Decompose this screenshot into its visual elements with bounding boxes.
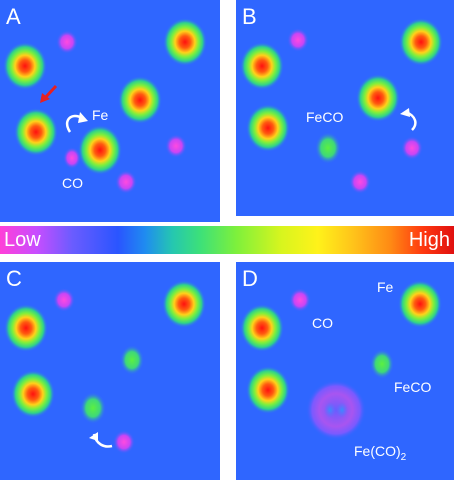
fe-atom <box>3 42 47 90</box>
co-molecule <box>63 147 81 169</box>
panel-a-image <box>0 0 220 222</box>
co-molecule <box>165 134 187 158</box>
panel-d-image <box>236 262 454 480</box>
feco2-label: Fe(CO)2 <box>354 444 406 463</box>
panel-c: C <box>0 262 220 480</box>
panel-c-image <box>0 262 220 480</box>
co-molecule <box>401 136 423 160</box>
co-molecule <box>289 288 311 312</box>
fe-atom <box>399 18 443 66</box>
fe-atom <box>246 366 290 414</box>
fe-atom <box>356 74 400 122</box>
feco2-center <box>336 402 348 418</box>
panel-letter: D <box>242 266 258 291</box>
co-label: CO <box>312 315 333 331</box>
feco-label: FeCO <box>394 379 432 395</box>
co-molecule <box>115 170 137 194</box>
fe-atom <box>240 42 284 90</box>
fe-atom <box>14 108 58 156</box>
panel-a: A Fe CO <box>0 0 220 222</box>
fe-atom <box>118 76 162 124</box>
fe-atom <box>163 18 207 66</box>
fe-label: Fe <box>92 107 109 123</box>
feco-label: FeCO <box>306 109 344 125</box>
feco-molecule <box>120 345 144 375</box>
co-molecule <box>287 28 309 52</box>
feco-molecule <box>315 132 341 164</box>
curved-arrow-head-icon <box>78 112 88 123</box>
curved-arrow-head-icon <box>400 108 410 117</box>
fe-atom <box>246 104 290 152</box>
feco-molecule <box>80 392 106 424</box>
co-molecule <box>113 430 135 454</box>
panel-letter: B <box>242 4 257 29</box>
fe-atom <box>240 304 284 352</box>
fe-label: Fe <box>377 279 394 295</box>
panel-b: B FeCO <box>236 0 454 216</box>
panel-d: D Fe CO FeCO Fe(CO)2 <box>236 262 454 480</box>
co-molecule <box>349 170 371 194</box>
panel-letter: C <box>6 266 22 291</box>
colorbar-low-label: Low <box>4 229 41 251</box>
fe-atom <box>4 304 48 352</box>
feco2-label-base: Fe(CO) <box>354 443 401 459</box>
curved-arrow-head-icon <box>89 432 98 441</box>
feco2-label-subscript: 2 <box>400 451 407 463</box>
co-label: CO <box>62 175 83 191</box>
fe-atom <box>78 125 122 175</box>
panel-letter: A <box>6 4 21 29</box>
feco-molecule <box>370 349 394 379</box>
panel-b-image <box>236 0 454 216</box>
colorbar-high-label: High <box>408 229 450 251</box>
fe-atom <box>11 370 55 418</box>
co-molecule <box>56 30 78 54</box>
fe-atom <box>162 280 206 328</box>
co-molecule <box>53 288 75 312</box>
fe-atom <box>398 280 442 328</box>
feco2-center <box>324 402 336 418</box>
red-arrow-head-icon <box>40 93 50 103</box>
colorbar <box>0 226 454 254</box>
